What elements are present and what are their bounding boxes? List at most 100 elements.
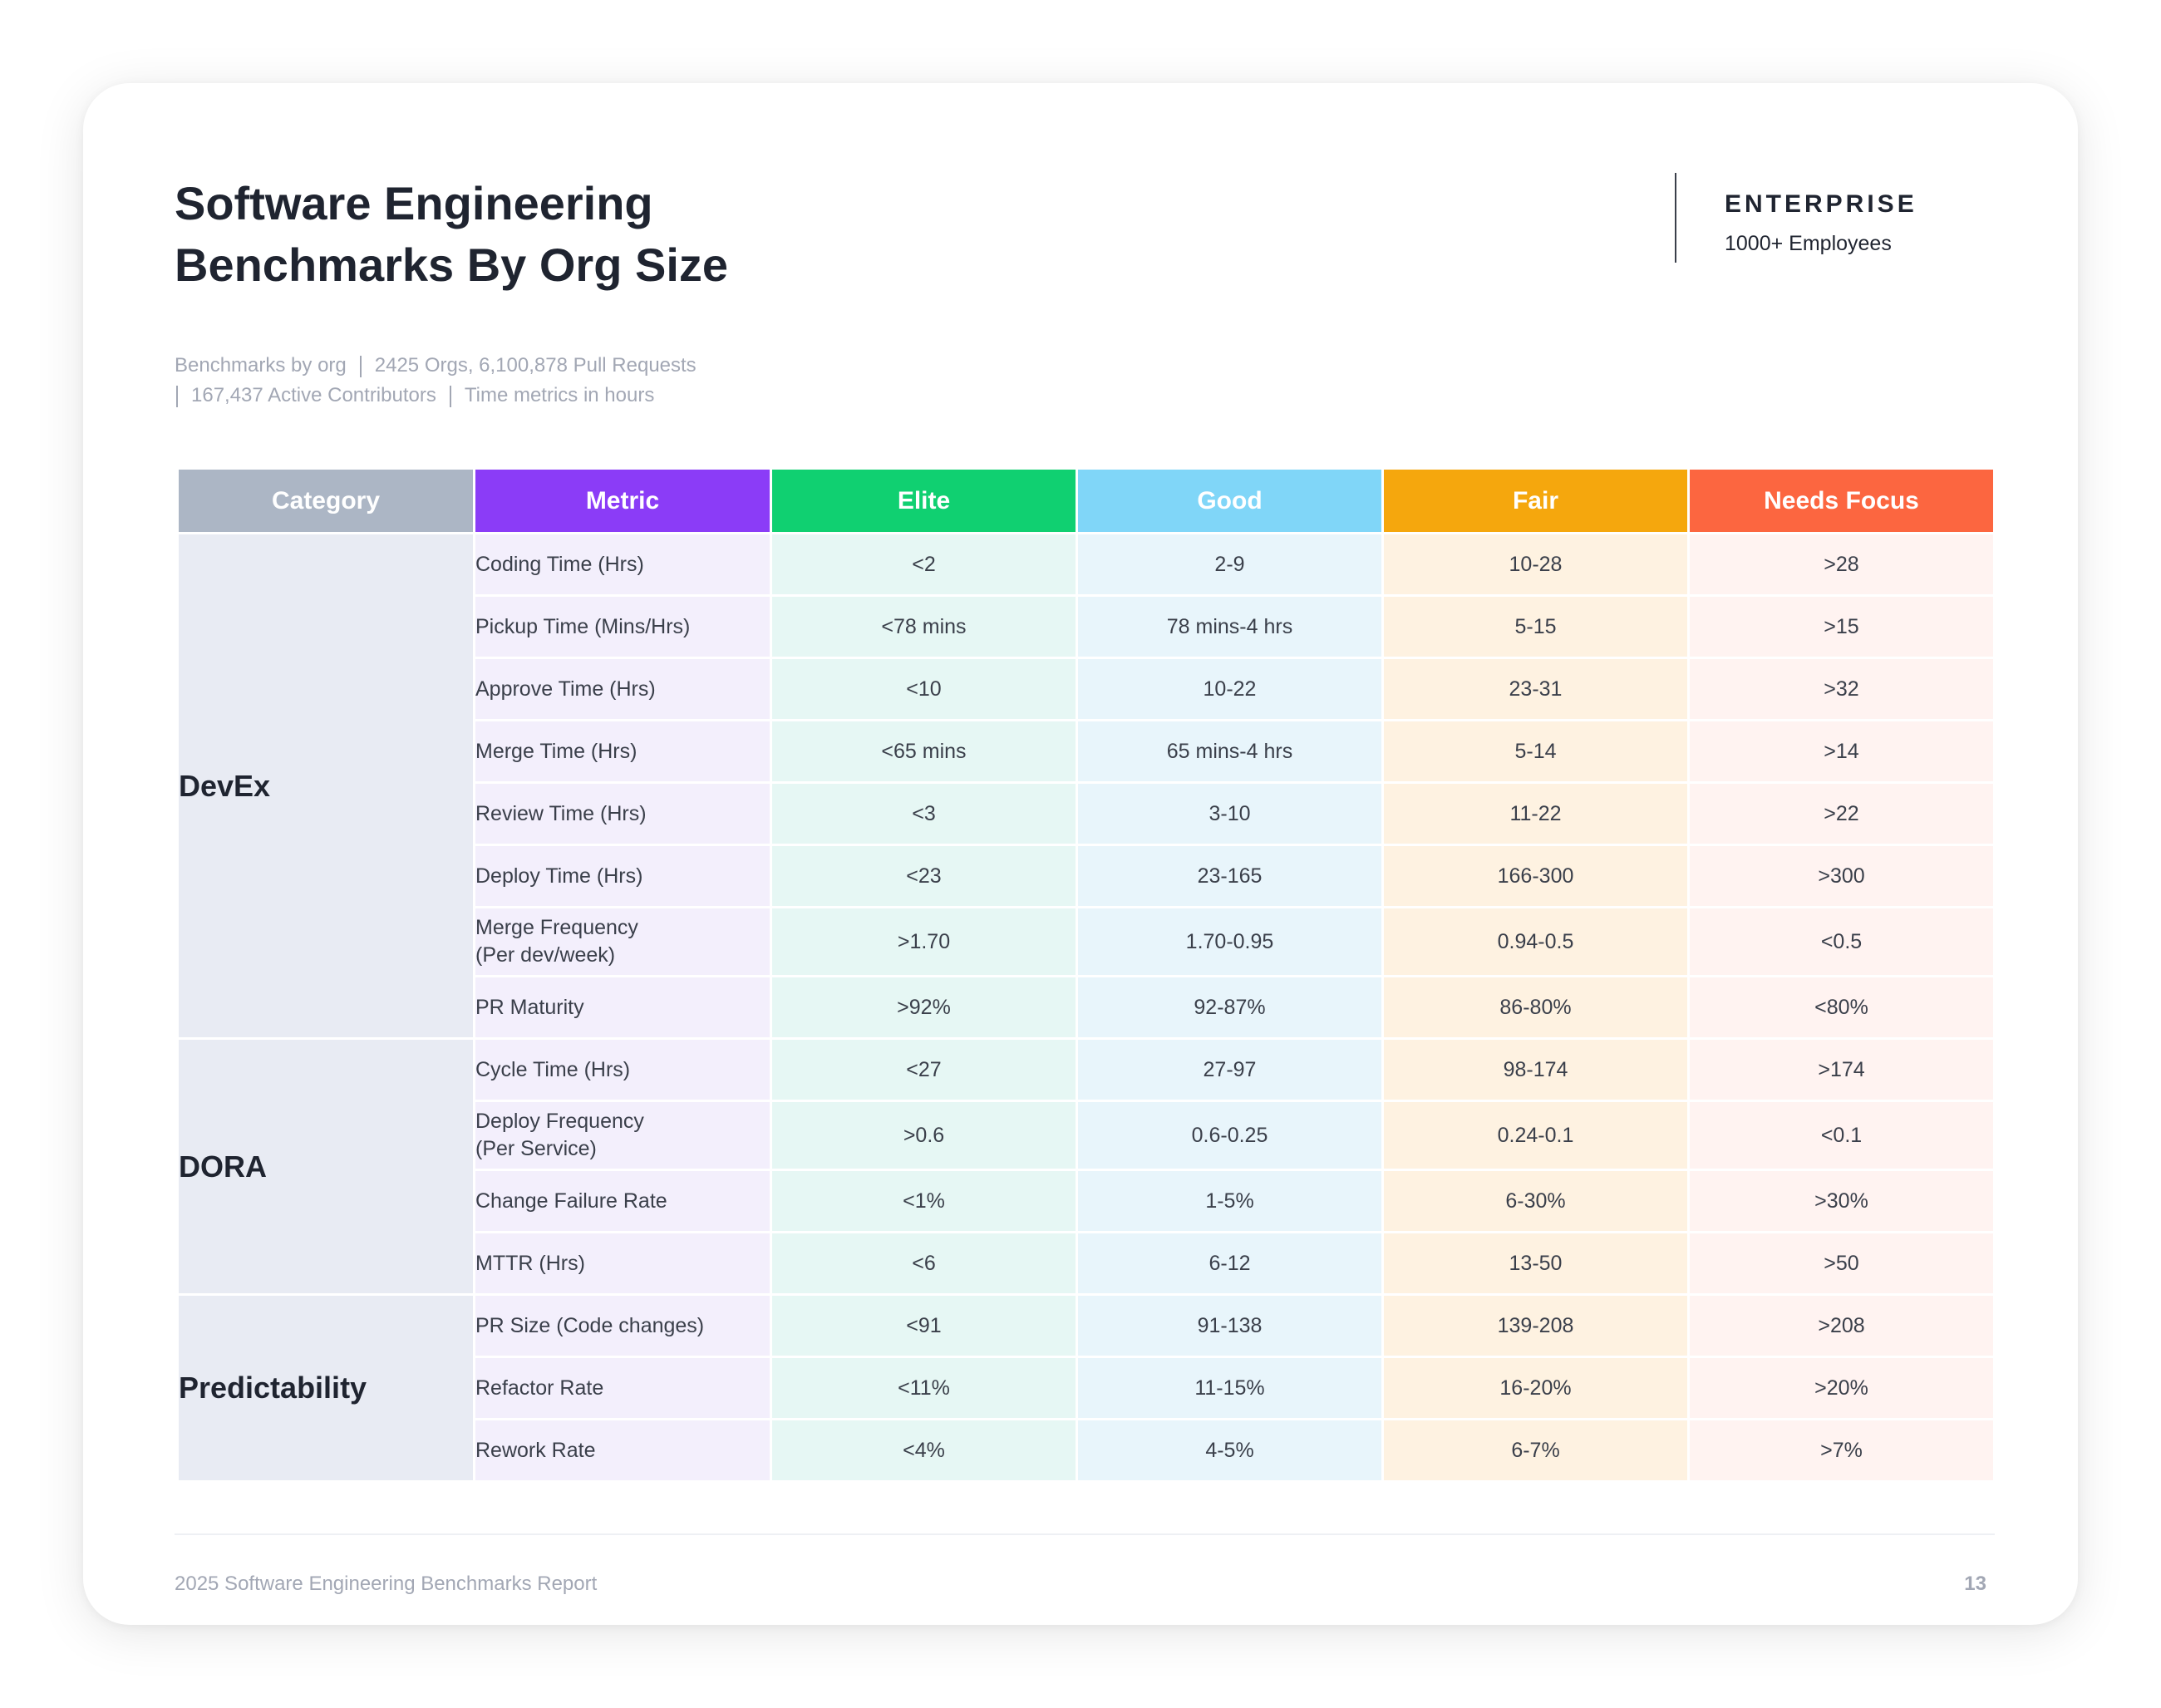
table-row: Merge Time (Hrs) <65 mins 65 mins-4 hrs 5-1…	[178, 719, 1996, 784]
elite-value-cell: <78 mins	[770, 594, 1078, 659]
elite-value-cell: <10	[770, 657, 1078, 721]
org-size-employees: 1000+ Employees	[1725, 232, 1892, 255]
fair-value-cell: 10-28	[1381, 532, 1690, 597]
metric-name: Merge Frequency	[475, 916, 638, 939]
fair-value-cell: 5-15	[1381, 594, 1690, 659]
metric-name: Refactor Rate	[475, 1376, 604, 1400]
table-row: MTTR (Hrs) <6 6-12 13-50 >50	[178, 1231, 1996, 1296]
needs-focus-value-cell: >30%	[1687, 1169, 1996, 1233]
metric-cell: Merge Time (Hrs)	[473, 719, 772, 784]
needs-focus-value-cell: >28	[1687, 532, 1996, 597]
metric-cell: Refactor Rate	[473, 1356, 772, 1420]
needs-focus-value-cell: >15	[1687, 594, 1996, 659]
dataset-summary-line-2: 167,437 Active Contributors Time metrics …	[175, 381, 697, 411]
column-header-elite: Elite	[770, 467, 1078, 534]
metric-name: Merge Time (Hrs)	[475, 739, 637, 763]
fair-value-cell: 16-20%	[1381, 1356, 1690, 1420]
needs-focus-value-cell: >14	[1687, 719, 1996, 784]
fair-value-cell: 13-50	[1381, 1231, 1690, 1296]
table-body: DevEx Coding Time (Hrs) <2 2-9 10-28 >28 Picku…	[176, 532, 1996, 1483]
good-value-cell: 0.6-0.25	[1076, 1100, 1384, 1171]
elite-value-cell: <2	[770, 532, 1078, 597]
metric-cell: MTTR (Hrs)	[473, 1231, 772, 1296]
column-header-needs-focus: Needs Focus	[1687, 467, 1996, 534]
column-header-category: Category	[176, 467, 475, 534]
separator	[359, 355, 362, 377]
needs-focus-value-cell: >300	[1687, 844, 1996, 908]
good-value-cell: 1.70-0.95	[1076, 906, 1384, 977]
metric-cell: Deploy Time (Hrs)	[473, 844, 772, 908]
org-size-name: ENTERPRISE	[1725, 190, 1917, 218]
needs-focus-value-cell: <0.5	[1687, 906, 1996, 977]
good-value-cell: 3-10	[1076, 781, 1384, 846]
meta-item: 2425 Orgs, 6,100,878 Pull Requests	[374, 354, 697, 377]
separator	[449, 385, 451, 407]
good-value-cell: 10-22	[1076, 657, 1384, 721]
fair-value-cell: 11-22	[1381, 781, 1690, 846]
metric-name: Cycle Time (Hrs)	[475, 1057, 631, 1081]
fair-value-cell: 6-30%	[1381, 1169, 1690, 1233]
metric-name: Change Failure Rate	[475, 1189, 667, 1213]
good-value-cell: 1-5%	[1076, 1169, 1384, 1233]
column-header-good: Good	[1076, 467, 1384, 534]
metric-name: Pickup Time (Mins/Hrs)	[475, 614, 691, 638]
metric-cell: Cycle Time (Hrs)	[473, 1037, 772, 1102]
metric-cell: Review Time (Hrs)	[473, 781, 772, 846]
category-cell: Predictability	[176, 1293, 475, 1483]
elite-value-cell: >92%	[770, 975, 1078, 1040]
metric-name: Deploy Frequency	[475, 1110, 644, 1133]
table-row: Deploy Frequency (Per Service) >0.6 0.6-0.2…	[178, 1100, 1996, 1171]
fair-value-cell: 139-208	[1381, 1293, 1690, 1358]
elite-value-cell: <6	[770, 1231, 1078, 1296]
fair-value-cell: 0.24-0.1	[1381, 1100, 1690, 1171]
dataset-summary: Benchmarks by org 2425 Orgs, 6,100,878 Pu…	[175, 351, 697, 411]
metric-name: Approve Time (Hrs)	[475, 677, 656, 701]
table-row: DORA Cycle Time (Hrs) <27 27-97 98-174 >174	[176, 1037, 1996, 1296]
needs-focus-value-cell: <0.1	[1687, 1100, 1996, 1171]
metric-unit: (Per Service)	[475, 1137, 597, 1160]
good-value-cell: 27-97	[1076, 1037, 1384, 1102]
elite-value-cell: <91	[770, 1293, 1078, 1358]
title-line-2: Benchmarks By Org Size	[175, 239, 729, 291]
table-row: PR Maturity >92% 92-87% 86-80% <80%	[178, 975, 1996, 1040]
table-row: DevEx Coding Time (Hrs) <2 2-9 10-28 >28	[176, 532, 1996, 1040]
good-value-cell: 91-138	[1076, 1293, 1384, 1358]
metric-name: Review Time (Hrs)	[475, 801, 647, 825]
needs-focus-value-cell: >20%	[1687, 1356, 1996, 1420]
table-row: Pickup Time (Mins/Hrs) <78 mins 78 mins-4 …	[178, 594, 1996, 659]
elite-value-cell: <11%	[770, 1356, 1078, 1420]
report-page: Software Engineering Benchmarks By Org S…	[83, 83, 2078, 1625]
meta-item: 167,437 Active Contributors	[191, 384, 436, 406]
benchmarks-table: Category Metric Elite Good Fair Needs Fo…	[176, 467, 1996, 1483]
elite-value-cell: >1.70	[770, 906, 1078, 977]
good-value-cell: 11-15%	[1076, 1356, 1384, 1420]
metric-cell: Pickup Time (Mins/Hrs)	[473, 594, 772, 659]
good-value-cell: 4-5%	[1076, 1418, 1384, 1483]
fair-value-cell: 86-80%	[1381, 975, 1690, 1040]
elite-value-cell: >0.6	[770, 1100, 1078, 1171]
separator	[176, 385, 178, 407]
good-value-cell: 65 mins-4 hrs	[1076, 719, 1384, 784]
footer-divider	[175, 1533, 1995, 1535]
metric-cell: Merge Frequency (Per dev/week)	[473, 906, 772, 977]
metric-unit: (Per dev/week)	[475, 943, 616, 967]
elite-value-cell: <1%	[770, 1169, 1078, 1233]
elite-value-cell: <27	[770, 1037, 1078, 1102]
metric-name: Coding Time (Hrs)	[475, 552, 644, 576]
org-size-badge: ENTERPRISE 1000+ Employees	[1675, 173, 1917, 263]
table-row: Approve Time (Hrs) <10 10-22 23-31 >32	[178, 657, 1996, 721]
elite-value-cell: <65 mins	[770, 719, 1078, 784]
needs-focus-value-cell: >208	[1687, 1293, 1996, 1358]
needs-focus-value-cell: <80%	[1687, 975, 1996, 1040]
table-row: Deploy Time (Hrs) <23 23-165 166-300 >300	[178, 844, 1996, 908]
needs-focus-value-cell: >22	[1687, 781, 1996, 846]
table-row: Predictability PR Size (Code changes) <91 9…	[176, 1293, 1996, 1483]
metric-name: Rework Rate	[475, 1438, 596, 1462]
fair-value-cell: 23-31	[1381, 657, 1690, 721]
meta-item: Time metrics in hours	[464, 384, 655, 406]
page-number: 13	[1964, 1573, 1986, 1595]
footer-report-name: 2025 Software Engineering Benchmarks Rep…	[175, 1573, 598, 1595]
table-header-row: Category Metric Elite Good Fair Needs Fo…	[176, 467, 1996, 534]
fair-value-cell: 98-174	[1381, 1037, 1690, 1102]
fair-value-cell: 166-300	[1381, 844, 1690, 908]
